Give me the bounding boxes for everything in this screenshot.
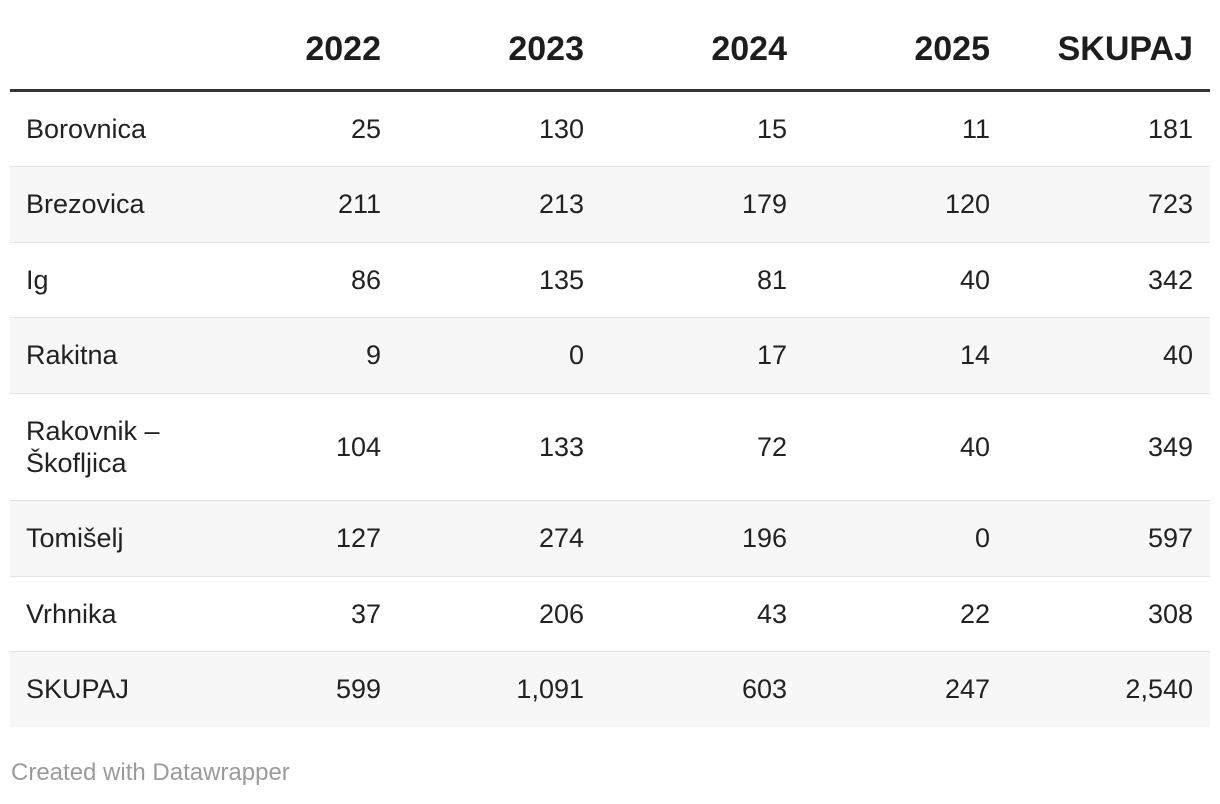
data-table: 2022 2023 2024 2025 SKUPAJ Borovnica 25 130 15 1… [10,0,1210,727]
table-row: Tomišelj 127 274 196 0 597 [10,500,1210,577]
cell-value: 213 [538,189,584,220]
row-label: Borovnica [26,114,147,145]
cell-value: 181 [1147,114,1193,145]
table-header: 2022 2023 2024 2025 SKUPAJ [10,0,1210,93]
cell-value: 11 [961,114,990,145]
cell-value: 9 [365,340,381,371]
credit-line: Created with Datawrapper [11,759,1210,788]
column-header-2025: 2025 [804,0,1007,93]
table-row: Vrhnika 37 206 43 22 308 [10,576,1210,651]
cell-value: 597 [1147,523,1193,554]
datawrapper-credit-link[interactable]: Created with Datawrapper [11,758,290,786]
cell-value: 0 [568,340,584,371]
table-row: Brezovica 211 213 179 120 723 [10,166,1210,243]
cell-value: 211 [337,189,381,220]
table-row: SKUPAJ 599 1,091 603 247 2,540 [10,651,1210,727]
table-row: Rakitna 9 0 17 14 40 [10,317,1210,394]
cell-value: 25 [350,114,381,145]
cell-value: 37 [350,598,381,629]
column-header-skupaj: SKUPAJ [1007,0,1210,93]
cell-value: 2,540 [1125,674,1193,705]
cell-value: 723 [1147,189,1193,220]
row-label: Tomišelj [26,523,124,554]
cell-value: 599 [335,674,381,705]
cell-value: 22 [959,598,990,629]
cell-value: 104 [335,431,381,462]
table-row: Borovnica 25 130 15 11 181 [10,91,1210,167]
cell-value: 179 [741,189,787,220]
cell-value: 130 [538,114,584,145]
cell-value: 40 [1162,340,1193,371]
row-label-column-header [10,0,195,93]
cell-value: 15 [756,114,787,145]
row-label: Rakovnik – Škofljica [26,415,160,479]
table-row: Rakovnik – Škofljica 104 133 72 40 349 [10,393,1210,501]
row-label: Ig [26,264,49,295]
cell-value: 308 [1147,598,1193,629]
row-label: Vrhnika [26,598,117,629]
cell-value: 43 [756,598,787,629]
table-body: Borovnica 25 130 15 11 181 Brezovica 211 213 179 1… [10,91,1210,727]
cell-value: 603 [741,674,787,705]
datawrapper-table-widget: 2022 2023 2024 2025 SKUPAJ Borovnica 25 130 15 1… [10,0,1210,787]
cell-value: 17 [756,340,787,371]
cell-value: 342 [1147,264,1193,295]
cell-value: 247 [944,674,990,705]
cell-value: 127 [335,523,381,554]
row-label: Brezovica [26,189,145,220]
cell-value: 133 [538,431,584,462]
cell-value: 196 [741,523,787,554]
cell-value: 135 [538,264,584,295]
cell-value: 86 [350,264,381,295]
column-header-2022: 2022 [195,0,398,93]
table-row: Ig 86 135 81 40 342 [10,242,1210,317]
cell-value: 81 [756,264,787,295]
cell-value: 206 [538,598,584,629]
header-row: 2022 2023 2024 2025 SKUPAJ [10,0,1210,93]
cell-value: 1,091 [516,674,584,705]
column-header-2024: 2024 [601,0,804,93]
row-label: Rakitna [26,340,118,371]
cell-value: 349 [1147,431,1193,462]
row-label: SKUPAJ [26,674,130,705]
cell-value: 40 [959,431,990,462]
cell-value: 120 [944,189,990,220]
cell-value: 72 [756,431,787,462]
cell-value: 274 [538,523,584,554]
cell-value: 0 [974,523,990,554]
cell-value: 40 [959,264,990,295]
column-header-2023: 2023 [398,0,601,93]
cell-value: 14 [959,340,990,371]
